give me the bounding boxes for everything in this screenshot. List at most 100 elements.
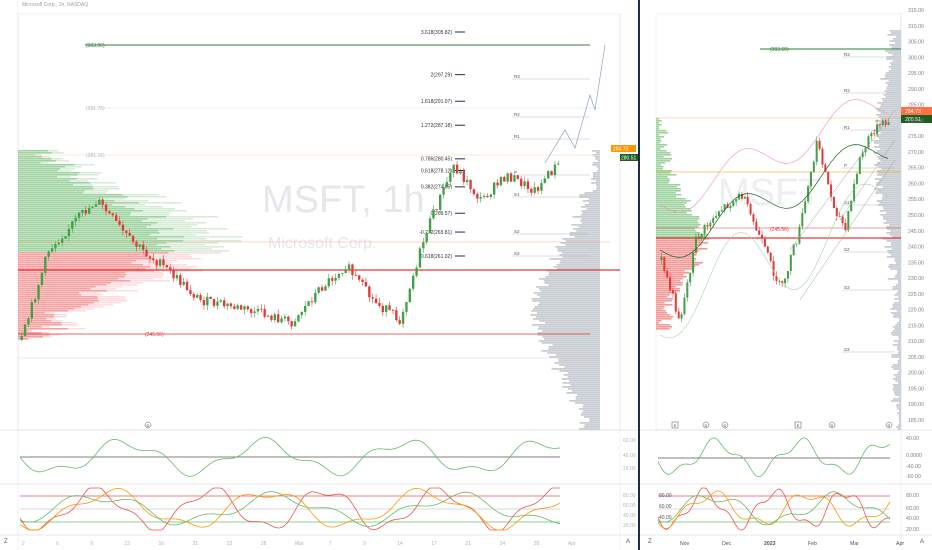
pivot-label-right: P [844, 163, 847, 168]
vp-bar [18, 186, 93, 188]
vp-bar [18, 244, 157, 246]
event-marker-label: E [797, 423, 800, 428]
vp-bar-right [656, 296, 668, 298]
vp-bar [18, 236, 185, 238]
candle-body [697, 236, 700, 240]
candle-body [216, 301, 219, 306]
vp-bar-grey-right [897, 382, 901, 384]
vp-bar-right [656, 178, 670, 180]
vp-bar-grey-right [891, 334, 901, 336]
vp-bar-right [656, 264, 700, 266]
time-tick-left: 24 [500, 541, 506, 547]
vp-bar [18, 170, 58, 172]
vp-bar-right [656, 166, 664, 168]
vp-bar [18, 250, 175, 252]
candle-body [509, 173, 513, 182]
vp-bar [18, 276, 125, 278]
vp-bar [18, 174, 78, 176]
candle-body [98, 199, 101, 205]
vp-bar [84, 190, 108, 192]
volume-profile-left [18, 150, 243, 340]
vp-bar [18, 330, 29, 332]
symbol-watermark: MSFT, 1h [262, 179, 425, 221]
footer-right-icon-2[interactable]: A [920, 539, 925, 545]
vp-bar-grey-right [886, 240, 901, 242]
vp-bar-right [656, 148, 661, 150]
vp-bar-grey [548, 274, 600, 276]
time-tick-right: Mar [850, 541, 859, 547]
time-axis-right[interactable]: Nov Dec 2023 Feb Mar Apr [680, 541, 904, 547]
vp-bar-grey-right [894, 328, 901, 330]
vp-bar-grey-right [899, 402, 901, 404]
time-axis-left[interactable]: 2 6 9 13 16 21 23 28 Mar 7 9 14 17 21 24 28 Apr [22, 541, 576, 547]
vp-bar-grey-right [891, 254, 901, 256]
vp-bar-grey [581, 412, 600, 414]
price-scale-right[interactable]: 315.00 310.00 305.00 300.00 295.00 290.00 285.… [908, 8, 924, 424]
vp-bar-grey-right [890, 268, 901, 270]
vp-bar [18, 332, 42, 334]
bands-right [659, 99, 896, 339]
price-tick-right: 195.00 [908, 386, 924, 392]
candle-body [196, 295, 199, 298]
vp-bar-right [656, 304, 673, 306]
candle-body [371, 297, 374, 299]
candle-body [459, 171, 462, 174]
candle-body [887, 122, 890, 125]
vp-bar-grey-right [896, 310, 901, 312]
footer-left-icon-2[interactable]: Z [648, 539, 652, 545]
vp-bar [18, 288, 91, 290]
osc-line [657, 487, 891, 531]
candle-body [148, 256, 152, 259]
vp-bar-grey-right [895, 274, 901, 276]
vp-bar-grey-right [891, 356, 901, 358]
layout-divider[interactable] [638, 0, 640, 550]
candle-body [128, 233, 131, 236]
vp-bar-grey-right [896, 272, 901, 274]
vp-bar-grey-right [891, 32, 901, 34]
vp-bar-grey-right [881, 168, 901, 170]
vp-bar-grey [596, 188, 600, 190]
vp-bar-grey [592, 162, 600, 164]
vp-bar [18, 240, 184, 242]
vp-bar-grey [565, 240, 600, 242]
pivot-label-right: S1 [844, 200, 850, 205]
vp-bar-grey-right [894, 392, 901, 394]
vp-bar-grey-right [892, 236, 901, 238]
vp-bar-grey-right [892, 304, 901, 306]
vp-bar-right [656, 258, 697, 260]
footer-left-icon[interactable]: Z [4, 539, 8, 545]
candle-body [835, 208, 838, 217]
vp-bar-grey-right [893, 314, 901, 316]
vp-bar-right [656, 240, 703, 242]
vp-bar-grey [537, 304, 600, 306]
vp-bar [73, 184, 93, 186]
vp-bar [18, 306, 82, 308]
footer-right-icon[interactable]: A [626, 539, 631, 545]
fib-label: -0.618(261.02) [419, 254, 452, 260]
price-tick-right: 280.00 [908, 118, 924, 124]
vp-bar-grey-right [897, 280, 901, 282]
vp-bar-grey-right [888, 70, 901, 72]
vp-bar [18, 302, 95, 304]
osc-scale-tick-inner: 60.00 [659, 504, 672, 510]
vp-bar-grey-right [884, 246, 901, 248]
vp-bar [18, 168, 61, 170]
vp-bar [18, 336, 43, 338]
vp-bar [18, 196, 128, 198]
vp-bar-right [656, 154, 672, 156]
vp-bar-grey [562, 238, 600, 240]
candle-body [729, 205, 732, 209]
level-label-bottom-red: (245.56) [145, 332, 164, 338]
vp-bar-grey-right [891, 354, 901, 356]
candle-body [703, 224, 706, 234]
candle-body [391, 309, 395, 311]
vp-bar [18, 226, 147, 228]
vp-bar-grey-right [889, 234, 901, 236]
candle-body [61, 238, 64, 243]
vp-bar-grey-right [896, 348, 901, 350]
vp-bar-right [656, 198, 686, 200]
candle-body [293, 321, 297, 327]
vp-bar-grey [582, 212, 600, 214]
